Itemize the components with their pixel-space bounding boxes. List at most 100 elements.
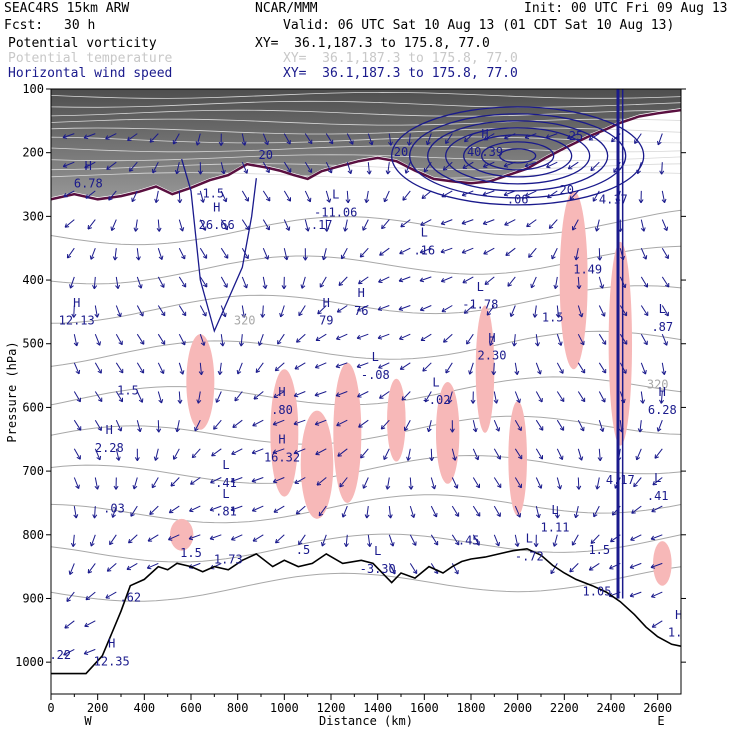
wind-vector-head	[383, 197, 388, 203]
wind-vector	[589, 562, 600, 571]
low-marker: L	[659, 302, 666, 316]
wind-vector-head	[223, 283, 228, 288]
wind-vector-head	[511, 342, 517, 347]
wind-vector	[408, 133, 411, 146]
wind-vector	[514, 534, 519, 547]
wind-vector-head	[230, 536, 236, 541]
wind-vector	[633, 477, 642, 488]
wind-vector	[472, 448, 479, 461]
wind-vector	[379, 247, 390, 256]
wind-vector	[441, 190, 453, 198]
wind-vector	[409, 477, 412, 490]
wind-vector-head	[336, 421, 341, 427]
wind-vector-head	[257, 341, 263, 346]
wind-vector	[483, 133, 495, 141]
wind-vector-head	[316, 481, 322, 486]
wind-vector-head	[230, 478, 236, 483]
wind-vector-head	[128, 538, 133, 544]
wind-vector-head	[552, 542, 558, 547]
wind-vector-head	[209, 535, 215, 541]
wind-vector	[255, 362, 264, 373]
wind-vector-head	[265, 196, 271, 202]
wind-vector	[380, 419, 390, 430]
wind-vector	[335, 362, 348, 368]
wind-vector	[572, 219, 579, 231]
field-name-wind: Horizontal wind speed	[8, 66, 173, 81]
wind-vector	[556, 305, 560, 318]
wind-vector-head	[252, 422, 257, 427]
wind-vector	[448, 391, 453, 404]
pv-contour-label: .06	[507, 193, 529, 207]
wind-vector	[298, 305, 306, 316]
wind-vector-head	[475, 483, 480, 489]
wind-vector	[619, 391, 625, 403]
isotach-label: 25	[569, 129, 583, 143]
wind-vector-head	[147, 537, 153, 542]
wind-vector	[304, 161, 313, 173]
low-marker: L	[432, 375, 439, 389]
wind-vector-head	[516, 513, 522, 518]
y-tick-label: 600	[22, 400, 44, 414]
wind-vector-head	[463, 309, 469, 314]
wind-vector	[106, 563, 117, 572]
wind-vector	[613, 161, 621, 173]
pv-positive-shading	[387, 378, 406, 462]
wind-vector-head	[620, 398, 626, 404]
wind-vector-head	[412, 541, 417, 546]
high-value: 79	[319, 314, 333, 328]
wind-vector-head	[307, 168, 313, 173]
wind-vector	[451, 477, 458, 489]
low-value: .41	[647, 489, 669, 503]
wind-vector	[336, 419, 348, 427]
wind-vector-head	[218, 141, 224, 146]
wind-vector	[346, 133, 354, 145]
wind-vector	[210, 477, 222, 484]
wind-vector	[317, 305, 327, 315]
wind-vector	[367, 534, 371, 547]
wind-vector-head	[118, 368, 124, 374]
wind-vector-head	[358, 279, 363, 285]
wind-vector	[315, 333, 327, 341]
valid-time: Valid: 06 UTC Sat 10 Aug 13 (01 CDT Sat …	[283, 18, 675, 33]
wind-vector-head	[643, 340, 648, 346]
wind-vector	[556, 419, 565, 431]
wind-vector	[568, 161, 579, 170]
wind-vector	[178, 333, 186, 346]
wind-vector-head	[200, 341, 206, 346]
strat-theta-line	[51, 154, 681, 162]
init-time: Init: 00 UTC Fri 09 Aug 13	[524, 1, 728, 16]
wind-vector-head	[181, 283, 187, 288]
wind-vector	[337, 448, 348, 457]
wind-vector-head	[168, 508, 174, 514]
wind-vector	[617, 448, 621, 461]
wind-vector	[611, 133, 621, 143]
wind-vector-head	[130, 512, 135, 517]
wind-vector	[318, 505, 327, 517]
wind-vector	[115, 448, 120, 461]
wind-vector	[577, 362, 586, 374]
wind-vector-head	[293, 420, 299, 426]
wind-vector	[421, 190, 432, 199]
wind-vector	[640, 391, 644, 404]
wind-vector-head	[139, 312, 144, 317]
wind-vector	[130, 505, 138, 517]
wind-vector	[294, 391, 306, 397]
wind-vector-head	[115, 284, 121, 290]
wind-vector-head	[659, 399, 665, 404]
wind-vector-head	[601, 312, 606, 317]
wind-vector	[304, 190, 311, 203]
wind-vector-head	[621, 283, 627, 289]
pv-contour-label: 1.5	[117, 384, 139, 398]
wind-vector	[441, 219, 453, 225]
wind-vector	[126, 562, 138, 570]
wind-vector	[619, 305, 628, 317]
wind-vector-head	[576, 285, 582, 290]
wind-vector	[106, 161, 117, 170]
wind-vector	[577, 305, 583, 318]
x-tick-label: 200	[87, 701, 109, 715]
wind-vector-head	[423, 167, 429, 173]
wind-vector-head	[62, 163, 68, 168]
high-marker: H	[73, 296, 80, 310]
wind-vector	[629, 562, 642, 569]
wind-vector	[149, 133, 159, 143]
